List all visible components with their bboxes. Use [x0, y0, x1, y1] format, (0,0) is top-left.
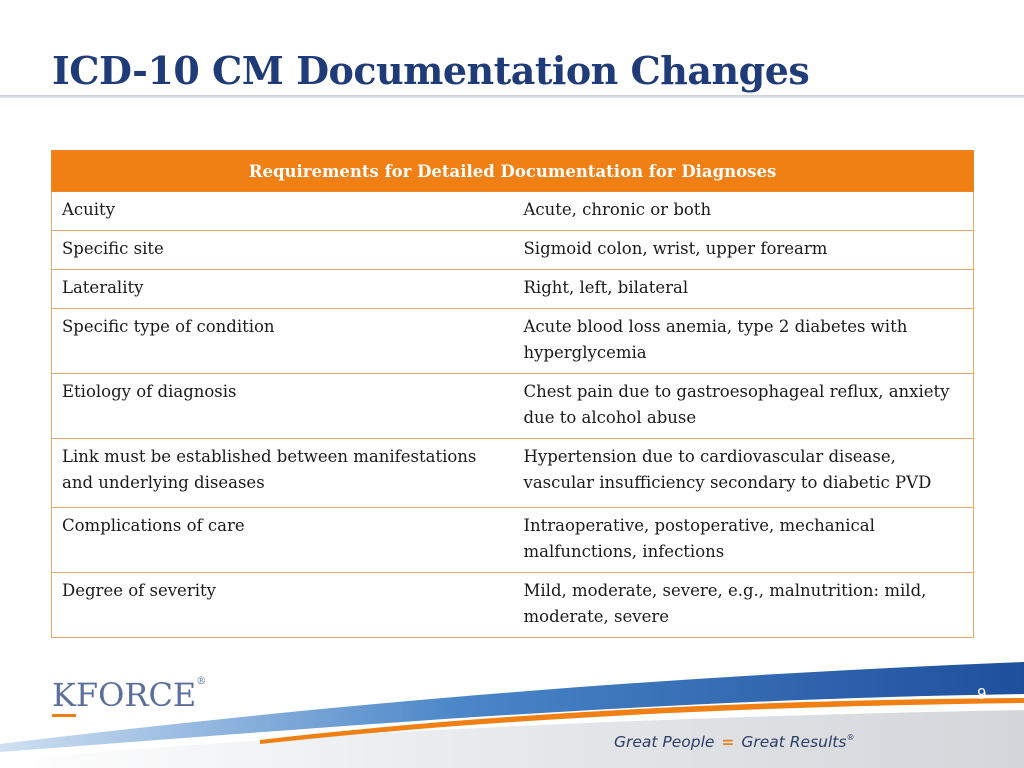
page-number: 9	[977, 685, 987, 703]
examples-cell: Hypertension due to cardiovascular disea…	[511, 438, 974, 508]
table-row: Acuity Acute, chronic or both	[51, 191, 974, 231]
requirement-cell: Specific type of condition	[51, 308, 512, 374]
table-row: Link must be established between manifes…	[51, 438, 974, 508]
requirements-table: Requirements for Detailed Documentation …	[51, 150, 974, 638]
table-row: Laterality Right, left, bilateral	[51, 269, 974, 309]
title-divider	[0, 95, 1024, 98]
table-row: Etiology of diagnosis Chest pain due to …	[51, 373, 974, 439]
requirement-cell: Complications of care	[51, 507, 512, 573]
table-row: Specific site Sigmoid colon, wrist, uppe…	[51, 230, 974, 270]
requirement-cell: Specific site	[51, 230, 512, 270]
examples-cell: Acute, chronic or both	[511, 191, 974, 231]
tagline: Great People = Great Results®	[614, 733, 855, 751]
table-row: Complications of care Intraoperative, po…	[51, 507, 974, 573]
table-header-row: Requirements for Detailed Documentation …	[51, 150, 974, 192]
examples-cell: Intraoperative, postoperative, mechanica…	[511, 507, 974, 573]
kforce-logo: KFORCE®	[52, 676, 206, 717]
requirement-cell: Laterality	[51, 269, 512, 309]
table-row: Degree of severity Mild, moderate, sever…	[51, 572, 974, 638]
examples-cell: Acute blood loss anemia, type 2 diabetes…	[511, 308, 974, 374]
tagline-left: Great People	[614, 733, 715, 751]
requirement-cell: Acuity	[51, 191, 512, 231]
requirement-cell: Degree of severity	[51, 572, 512, 638]
footer-swoosh	[0, 662, 1024, 768]
tagline-right: Great Results	[741, 733, 847, 751]
examples-cell: Chest pain due to gastroesophageal reflu…	[511, 373, 974, 439]
table-header: Requirements for Detailed Documentation …	[51, 150, 974, 192]
requirement-cell: Link must be established between manifes…	[51, 438, 512, 508]
tagline-equals: =	[721, 733, 735, 751]
examples-cell: Mild, moderate, severe, e.g., malnutriti…	[511, 572, 974, 638]
requirement-cell: Etiology of diagnosis	[51, 373, 512, 439]
table-row: Specific type of condition Acute blood l…	[51, 308, 974, 374]
slide-title: ICD-10 CM Documentation Changes	[52, 48, 810, 93]
examples-cell: Right, left, bilateral	[511, 269, 974, 309]
examples-cell: Sigmoid colon, wrist, upper forearm	[511, 230, 974, 270]
